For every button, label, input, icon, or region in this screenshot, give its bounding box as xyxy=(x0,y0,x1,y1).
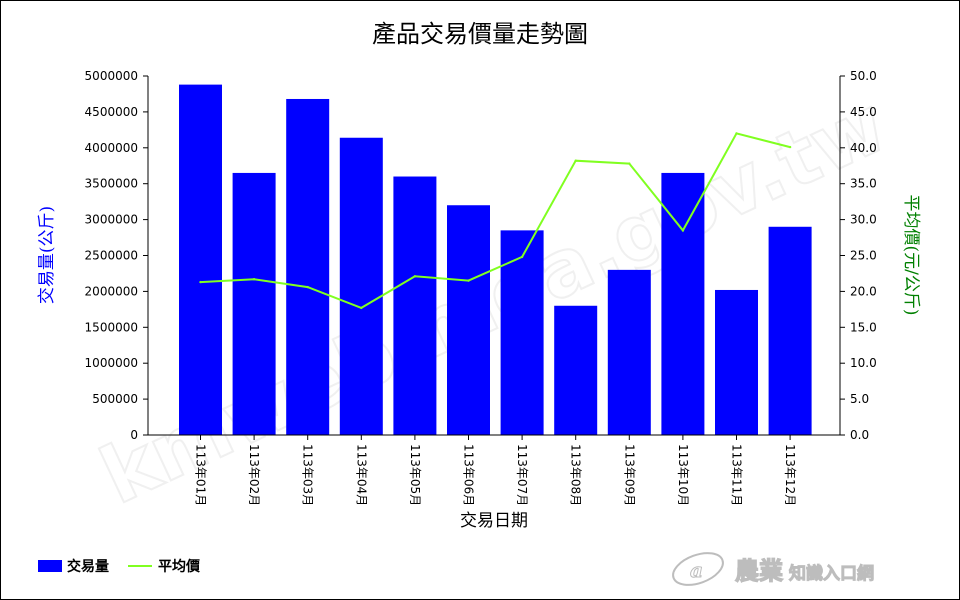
right-tick-label: 15.0 xyxy=(850,320,877,334)
x-tick-label: 113年05月 xyxy=(408,444,422,506)
x-axis-title: 交易日期 xyxy=(460,511,528,531)
right-tick-label: 50.0 xyxy=(850,69,877,83)
bar xyxy=(500,230,544,435)
left-tick-label: 3500000 xyxy=(85,177,138,191)
legend-label-line: 平均價 xyxy=(158,558,201,575)
bar xyxy=(661,172,705,435)
left-tick-label: 2000000 xyxy=(85,284,138,298)
bar xyxy=(286,98,330,435)
logo-text-sub: 知識入口網 xyxy=(788,563,874,584)
bar xyxy=(393,176,437,435)
left-tick-label: 3000000 xyxy=(85,213,138,227)
left-tick-label: 0 xyxy=(130,428,138,442)
x-tick-label: 113年02月 xyxy=(247,444,261,506)
line-point xyxy=(199,280,202,284)
line-point xyxy=(788,145,792,149)
y2-axis-title: 平均價(元/公斤) xyxy=(901,195,921,316)
line-point xyxy=(574,159,577,162)
bar-series xyxy=(179,84,812,436)
bar xyxy=(179,84,222,435)
x-tick-label: 113年10月 xyxy=(676,444,690,506)
right-tick-label: 30.0 xyxy=(850,213,877,227)
legend: 交易量 平均價 xyxy=(38,558,201,575)
bar xyxy=(232,172,276,435)
line-point xyxy=(252,277,256,281)
x-tick-label: 113年06月 xyxy=(462,444,476,506)
left-tick-label: 1000000 xyxy=(85,356,138,370)
line-point xyxy=(520,255,524,259)
right-tick-label: 35.0 xyxy=(850,177,877,191)
line-series xyxy=(199,132,792,310)
x-tick-label: 113年04月 xyxy=(354,444,368,506)
line-point xyxy=(681,229,685,232)
left-tick-label: 500000 xyxy=(92,392,138,406)
bar xyxy=(554,305,598,435)
price-line xyxy=(200,132,791,310)
x-tick-label: 113年08月 xyxy=(569,444,583,506)
logo-emblem-mark: a xyxy=(690,558,703,582)
line-point xyxy=(628,162,631,165)
bar xyxy=(607,269,651,435)
right-tick-label: 45.0 xyxy=(850,105,877,119)
left-tick-label: 4000000 xyxy=(85,141,138,155)
left-axis-ticks: 0 500000 1000000 1500000 2000000 2500000 30000… xyxy=(85,69,148,442)
left-tick-label: 2500000 xyxy=(85,249,138,263)
bar xyxy=(768,226,812,435)
chart-title: 產品交易價量走勢圖 xyxy=(372,20,588,48)
left-tick-label: 1500000 xyxy=(85,320,138,334)
x-tick-label: 113年07月 xyxy=(515,444,529,506)
bar xyxy=(715,289,758,435)
right-axis-ticks: 0.0 5.0 10.0 15.0 20.0 25.0 30.0 35.0 40.0 45.0 50… xyxy=(840,69,877,442)
logo-text-main: 農業 xyxy=(735,557,783,585)
x-tick-label: 113年12月 xyxy=(783,444,797,506)
bar xyxy=(339,137,383,436)
right-tick-label: 0.0 xyxy=(850,428,869,442)
x-tick-label: 113年01月 xyxy=(194,444,208,506)
right-tick-label: 40.0 xyxy=(850,141,877,155)
bar xyxy=(447,205,490,435)
line-point xyxy=(467,279,470,282)
line-point xyxy=(360,306,363,310)
right-tick-label: 25.0 xyxy=(850,249,877,263)
right-tick-label: 10.0 xyxy=(850,356,877,370)
logo: a 農業 知識入口網 xyxy=(672,552,875,586)
legend-label-bar: 交易量 xyxy=(67,558,109,575)
x-tick-label: 113年09月 xyxy=(622,444,636,506)
line-point xyxy=(413,275,417,278)
left-tick-label: 4500000 xyxy=(85,105,138,119)
logo-emblem xyxy=(672,552,724,586)
x-axis-ticks: 113年01月 113年02月 113年03月 113年04月 113年05月 113年0… xyxy=(194,435,797,506)
left-tick-label: 5000000 xyxy=(85,69,138,83)
line-point xyxy=(306,285,309,289)
line-point xyxy=(735,132,738,135)
y-axis-title: 交易量(公斤) xyxy=(37,206,57,304)
x-tick-label: 113年11月 xyxy=(730,444,744,506)
x-tick-label: 113年03月 xyxy=(301,444,315,506)
right-tick-label: 5.0 xyxy=(850,392,869,406)
legend-swatch-bar xyxy=(38,560,62,572)
right-tick-label: 20.0 xyxy=(850,284,877,298)
